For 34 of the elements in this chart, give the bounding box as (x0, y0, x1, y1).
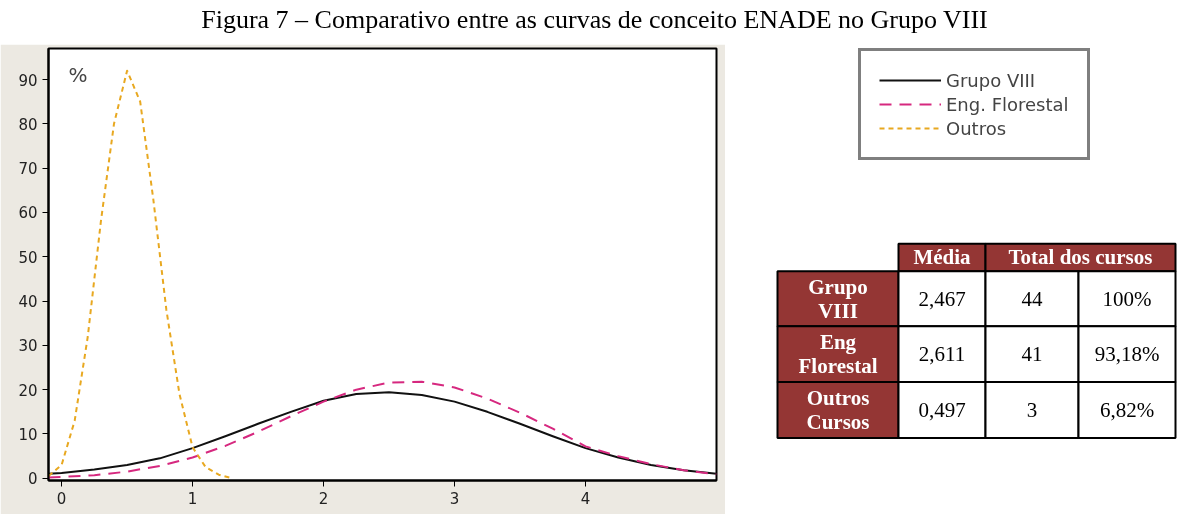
legend-label: Eng. Florestal (946, 93, 1069, 115)
x-tick-label: 1 (187, 489, 198, 508)
text: Grupo VIII (808, 274, 868, 323)
x-tick-label: 4 (580, 489, 591, 508)
x-tick-label: 3 (449, 489, 460, 508)
text: 6,82% (1099, 397, 1155, 422)
text: Total dos cursos (1008, 245, 1153, 270)
text: 41 (1021, 342, 1043, 367)
text: 0,497 (918, 397, 966, 422)
text: 2,467 (918, 286, 966, 311)
y-tick-label: 40 (18, 293, 38, 312)
x-tick-label: 2 (318, 489, 329, 508)
y-tick-label: 30 (18, 337, 38, 356)
text: Outros Cursos (806, 385, 870, 434)
text: 100% (1102, 286, 1152, 311)
text: Média (913, 245, 972, 270)
y-tick-label: 70 (18, 160, 38, 179)
legend-label: Grupo VIII (946, 69, 1036, 91)
y-tick-label: 0 (27, 470, 38, 489)
text: Eng Florestal (798, 330, 878, 379)
y-tick-label: 90 (18, 71, 38, 90)
y-tick-label: 10 (18, 425, 38, 444)
text: 3 (1026, 397, 1038, 422)
y-tick-label: 60 (18, 204, 38, 223)
legend-label: Outros (946, 117, 1007, 139)
x-tick-label: 0 (56, 489, 67, 508)
y-tick-label: 20 (18, 381, 38, 400)
y-axis-title: % (68, 62, 88, 87)
text: 44 (1021, 286, 1043, 311)
text: 93,18% (1094, 342, 1160, 367)
y-tick-label: 50 (18, 248, 38, 267)
y-tick-label: 80 (18, 115, 38, 134)
chart-title: Figura 7 – Comparativo entre as curvas de conceito ENADE no Grupo VIII (201, 5, 988, 35)
text: 2,611 (918, 342, 966, 367)
